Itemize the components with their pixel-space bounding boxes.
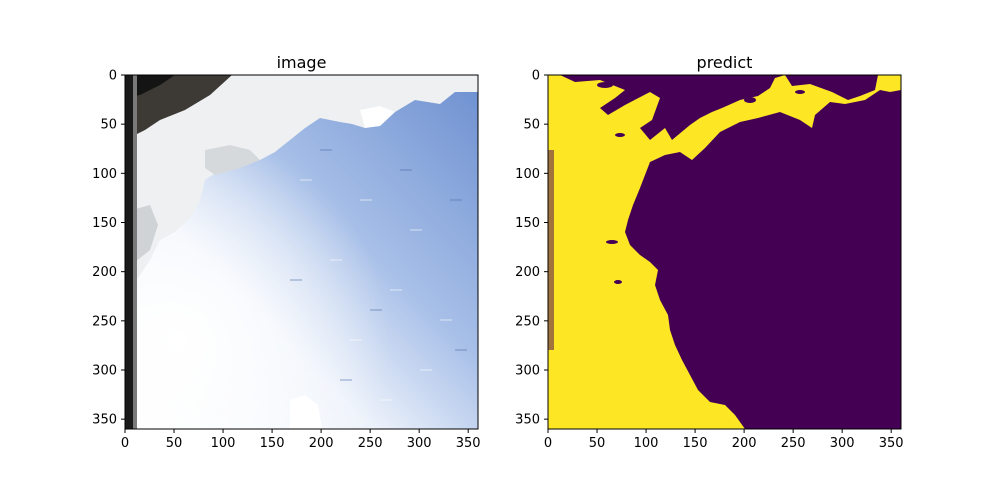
predict-ytick-label: 150 bbox=[515, 216, 540, 231]
image-ytick-label: 300 bbox=[92, 364, 117, 379]
predict-panel: predict 0 50 100 150 200 250 300 350 0 50 100 150 20… bbox=[515, 53, 903, 451]
image-ytick-label: 0 bbox=[109, 69, 117, 84]
class-1-region bbox=[548, 75, 901, 429]
predict-xtick-label: 150 bbox=[683, 436, 708, 451]
predict-xtick-label: 0 bbox=[544, 436, 552, 451]
image-ytick-label: 200 bbox=[92, 265, 117, 280]
image-panel-title: image bbox=[277, 53, 327, 72]
predict-xtick-label: 200 bbox=[732, 436, 757, 451]
image-ytick-label: 100 bbox=[92, 167, 117, 182]
image-xtick-label: 250 bbox=[358, 436, 383, 451]
predict-ticks: 0 50 100 150 200 250 300 350 0 50 100 150 200 250 300 3… bbox=[515, 69, 903, 452]
predict-mask bbox=[548, 75, 901, 429]
image-xtick-label: 150 bbox=[260, 436, 285, 451]
photo-image bbox=[125, 75, 478, 429]
predict-ytick-label: 300 bbox=[515, 364, 540, 379]
predict-ytick-label: 50 bbox=[523, 118, 540, 133]
image-xtick-label: 200 bbox=[309, 436, 334, 451]
predict-ytick-label: 200 bbox=[515, 265, 540, 280]
image-xtick-label: 100 bbox=[211, 436, 236, 451]
class-0-specks bbox=[597, 82, 805, 284]
image-ticks: 0 50 100 150 200 250 300 350 0 50 100 150 200 250 300 3… bbox=[92, 69, 480, 452]
predict-xtick-label: 100 bbox=[634, 436, 659, 451]
image-axes-frame bbox=[124, 74, 479, 430]
image-ytick-label: 350 bbox=[92, 413, 117, 428]
predict-ytick-label: 250 bbox=[515, 314, 540, 329]
predict-ytick-label: 100 bbox=[515, 167, 540, 182]
predict-ytick-label: 0 bbox=[532, 69, 540, 84]
image-ytick-label: 150 bbox=[92, 216, 117, 231]
predict-panel-title: predict bbox=[697, 53, 753, 72]
image-xtick-label: 50 bbox=[166, 436, 183, 451]
predict-xtick-label: 50 bbox=[589, 436, 606, 451]
predict-ytick-label: 350 bbox=[515, 413, 540, 428]
image-ytick-label: 50 bbox=[100, 118, 117, 133]
image-xtick-label: 300 bbox=[407, 436, 432, 451]
image-xtick-label: 0 bbox=[121, 436, 129, 451]
predict-xtick-label: 250 bbox=[781, 436, 806, 451]
image-ytick-label: 250 bbox=[92, 314, 117, 329]
predict-axes-frame bbox=[547, 74, 902, 430]
predict-xtick-label: 350 bbox=[879, 436, 904, 451]
predict-xtick-label: 300 bbox=[830, 436, 855, 451]
image-xtick-label: 350 bbox=[456, 436, 481, 451]
image-panel: image bbox=[92, 53, 480, 451]
